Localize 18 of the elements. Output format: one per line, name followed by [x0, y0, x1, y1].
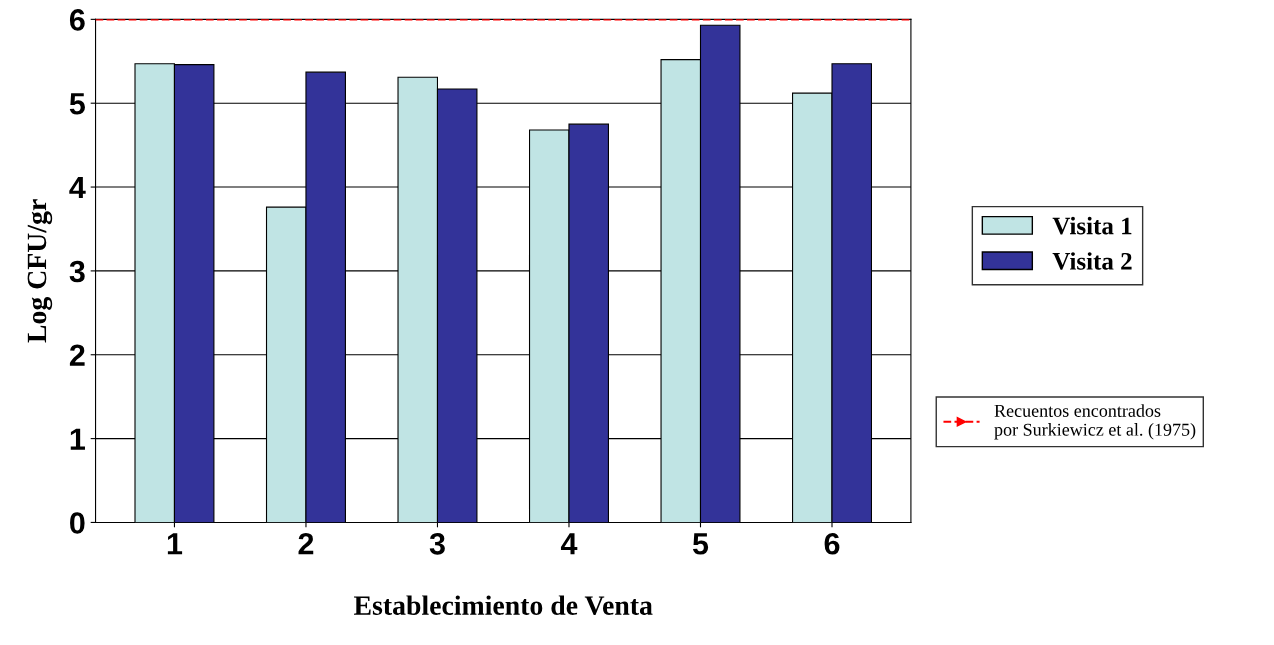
- y-tick-label: 4: [69, 177, 86, 199]
- y-tick-label: 3: [69, 260, 85, 283]
- y-tick-label: 5: [69, 93, 85, 115]
- legend-label: Visita 1: [1052, 216, 1132, 235]
- y-axis-title: Log CFU/gr: [27, 199, 53, 343]
- x-tick-label: 1: [167, 533, 183, 555]
- legend-label: Visita 2: [1052, 252, 1132, 270]
- x-tick-label: 3: [429, 532, 445, 555]
- y-tick-label: 1: [70, 428, 85, 450]
- legend-label: Recuentos encontrados por Surkiewicz et al. (1975): [994, 404, 1196, 440]
- x-tick-label: 5: [692, 533, 709, 555]
- x-tick-label: 4: [560, 533, 578, 555]
- x-tick-label: 2: [298, 532, 314, 555]
- y-tick-label: 0: [70, 512, 85, 534]
- y-tick-label: 6: [69, 9, 85, 31]
- x-axis-title: Establecimiento de Venta: [354, 595, 653, 616]
- x-tick-label: 6: [824, 532, 840, 555]
- y-tick-label: 2: [69, 344, 85, 366]
